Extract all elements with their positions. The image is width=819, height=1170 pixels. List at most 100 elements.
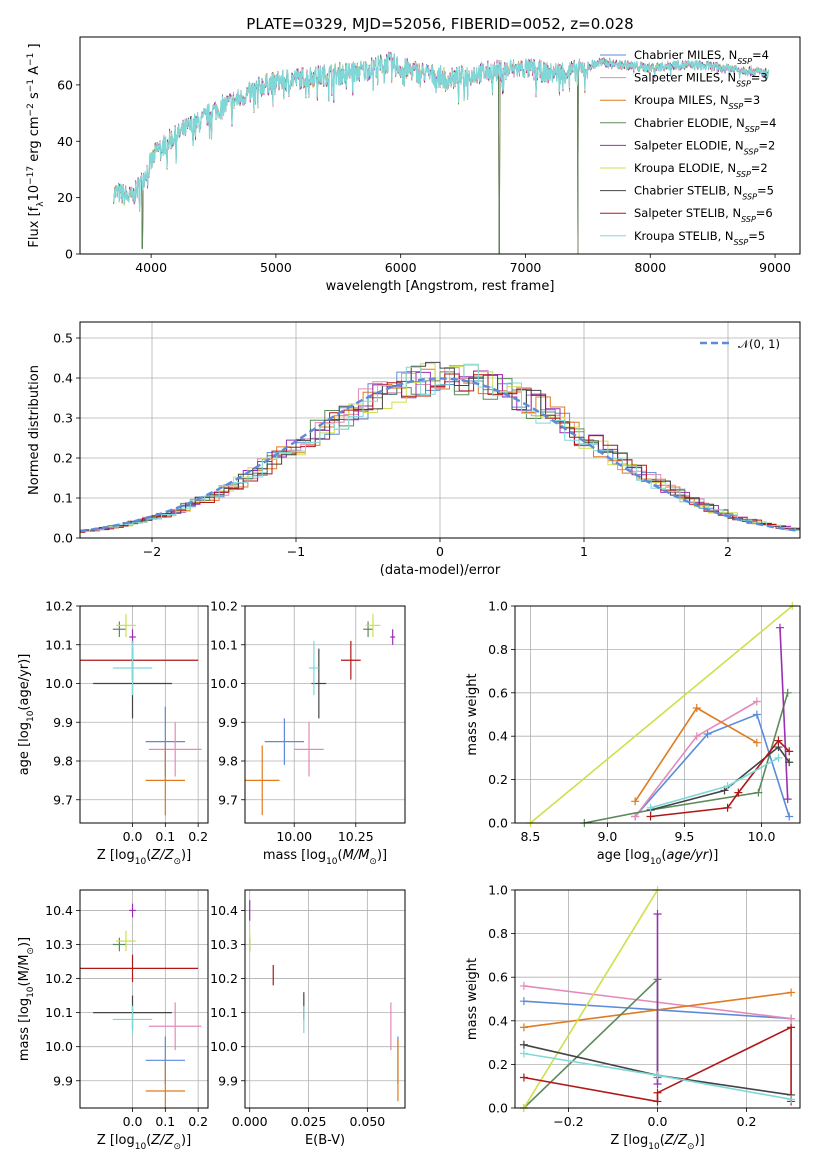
y-tick-label: 10.1: [210, 637, 238, 652]
axes-frame: [79, 605, 209, 824]
y-tick-label: 0.4: [488, 729, 508, 744]
x-tick-label: 8000: [634, 260, 666, 275]
legend-entry: Salpeter ELODIE, NSSP=2: [634, 138, 775, 156]
x-tick-label: 10.25: [338, 829, 374, 844]
x-axis-label: (data-model)/error: [380, 563, 501, 578]
x-tick-label: −2: [143, 544, 161, 559]
y-tick-label: 9.9: [53, 1073, 73, 1088]
weight-marker-kroupa_stelib: [653, 1071, 662, 1080]
y-tick-label: 0.4: [53, 371, 73, 386]
age_vs_Z-panel: 0.0 0.1 0.2 9.7 9.8 9.9 10.0 10.1 10.2 Z [log10(Z…: [17, 599, 209, 867]
x-tick-label: 4000: [135, 260, 167, 275]
weight-line-chabrier_miles: [634, 713, 790, 818]
y-tick-label: 0.0: [488, 1101, 508, 1116]
y-tick-label: 0.1: [53, 491, 73, 506]
x-tick-label: 5000: [260, 260, 292, 275]
weight-line-salpeter_miles: [634, 700, 758, 817]
x-axis-label: E(B-V): [305, 1133, 345, 1148]
y-tick-label: 10.2: [210, 599, 238, 614]
legend-entry: 𝒩(0, 1): [738, 337, 780, 351]
legend-entry: Chabrier STELIB, NSSP=5: [634, 184, 774, 202]
figure-title: PLATE=0329, MJD=52056, FIBERID=0052, z=0…: [246, 15, 633, 33]
x-tick-label: −1: [287, 544, 305, 559]
weight-marker-chabrier_elodie: [754, 788, 763, 797]
x-tick-label: 0.050: [349, 1114, 385, 1129]
x-tick-label: 9000: [759, 260, 791, 275]
weight-line-chabrier_elodie: [584, 692, 789, 823]
y-tick-label: 10.4: [210, 903, 238, 918]
weight-marker-salpeter_stelib: [785, 747, 794, 756]
x-tick-label: 10.00: [276, 829, 312, 844]
y-tick-label: 20: [57, 190, 73, 205]
x-tick-label: 0: [436, 544, 444, 559]
y-tick-label: 0.2: [488, 772, 508, 787]
y-tick-label: 60: [57, 77, 73, 92]
weight-marker-salpeter_stelib: [734, 788, 743, 797]
y-tick-label: 10.2: [45, 971, 73, 986]
x-tick-label: 0.1: [155, 1114, 175, 1129]
y-tick-label: 9.8: [53, 754, 73, 769]
x-tick-label: 0.2: [188, 1114, 208, 1129]
histogram-salpeter_elodie: [80, 370, 800, 533]
y-tick-label: 9.9: [53, 715, 73, 730]
y-tick-label: 1.0: [488, 599, 508, 614]
mass_vs_Z-panel: 0.0 0.1 0.2 9.9 10.0 10.1 10.2 10.3 10.4 Z [log10…: [17, 889, 209, 1152]
x-tick-label: 0.1: [155, 829, 175, 844]
spectrum-panel: 4000 5000 6000 7000 8000 9000 0 20 40 60 wavelengt…: [26, 36, 801, 294]
y-axis-label: mass weight: [465, 958, 480, 1040]
weight-marker-salpeter_elodie: [653, 1080, 662, 1089]
axes-frame: [244, 605, 406, 824]
y-tick-label: 10.1: [45, 637, 73, 652]
weight-marker-chabrier_stelib: [785, 758, 794, 767]
axes-frame: [514, 889, 801, 1109]
weight-marker-chabrier_miles: [752, 710, 761, 719]
weight-marker-chabrier_stelib: [519, 1040, 528, 1049]
axes-frame: [79, 889, 209, 1109]
y-axis-label: Flux [fλ10−17 erg cm−2 s−1 A−1 ]: [26, 43, 46, 247]
y-tick-label: 10.4: [45, 903, 73, 918]
y-tick-label: 9.7: [218, 792, 238, 807]
x-tick-label: 9.0: [597, 829, 617, 844]
weight-marker-salpeter_miles: [692, 732, 701, 741]
x-tick-label: 0.0: [123, 829, 143, 844]
weight-marker-salpeter_stelib: [723, 803, 732, 812]
y-tick-label: 0.0: [53, 531, 73, 546]
axes-frame: [244, 889, 406, 1109]
weight-marker-kroupa_miles: [631, 797, 640, 806]
y-tick-label: 10.2: [210, 971, 238, 986]
weight-marker-chabrier_elodie: [783, 688, 792, 697]
y-axis-label: mass [log10(M/M⊙)]: [17, 937, 36, 1061]
legend-entry: Kroupa ELODIE, NSSP=2: [634, 161, 768, 179]
y-tick-label: 0.2: [53, 451, 73, 466]
x-axis-label: mass [log10(M/M⊙)]: [263, 848, 387, 867]
y-tick-label: 0.5: [53, 331, 73, 346]
y-tick-label: 10.0: [210, 676, 238, 691]
y-tick-label: 10.0: [45, 1039, 73, 1054]
y-tick-label: 0.8: [488, 642, 508, 657]
histogram-kroupa_stelib: [80, 363, 800, 532]
weight-marker-salpeter_stelib: [653, 1097, 662, 1106]
y-tick-label: 10.3: [45, 937, 73, 952]
y-axis-label: mass weight: [465, 673, 480, 755]
weight-marker-salpeter_stelib: [519, 1073, 528, 1082]
x-tick-label: 1: [580, 544, 588, 559]
y-tick-label: 0: [65, 247, 73, 262]
weight-marker-salpeter_stelib: [653, 1088, 662, 1097]
weight-marker-kroupa_stelib: [787, 1095, 796, 1104]
weight-line-salpeter_elodie: [779, 627, 789, 800]
x-tick-label: 10.0: [748, 829, 776, 844]
x-tick-label: 6000: [385, 260, 417, 275]
x-axis-label: Z [log10(Z/Z⊙)]: [610, 1133, 704, 1152]
x-axis-label: Z [log10(Z/Z⊙)]: [97, 1133, 191, 1152]
weight-marker-kroupa_stelib: [774, 753, 783, 762]
weight_vs_age-panel: 8.5 9.0 9.5 10.0 0.0 0.2 0.4 0.6 0.8 1.0 age [log1…: [465, 599, 801, 867]
y-tick-label: 9.9: [218, 1073, 238, 1088]
weight-marker-kroupa_stelib: [519, 1049, 528, 1058]
weight-marker-salpeter_stelib: [787, 1023, 796, 1032]
histogram-kroupa_elodie: [80, 363, 800, 532]
weight-line-chabrier_stelib: [650, 745, 790, 811]
y-tick-label: 1.0: [488, 883, 508, 898]
weight-marker-chabrier_miles: [703, 730, 712, 739]
y-tick-label: 0.6: [488, 970, 508, 985]
weight-marker-kroupa_miles: [787, 988, 796, 997]
